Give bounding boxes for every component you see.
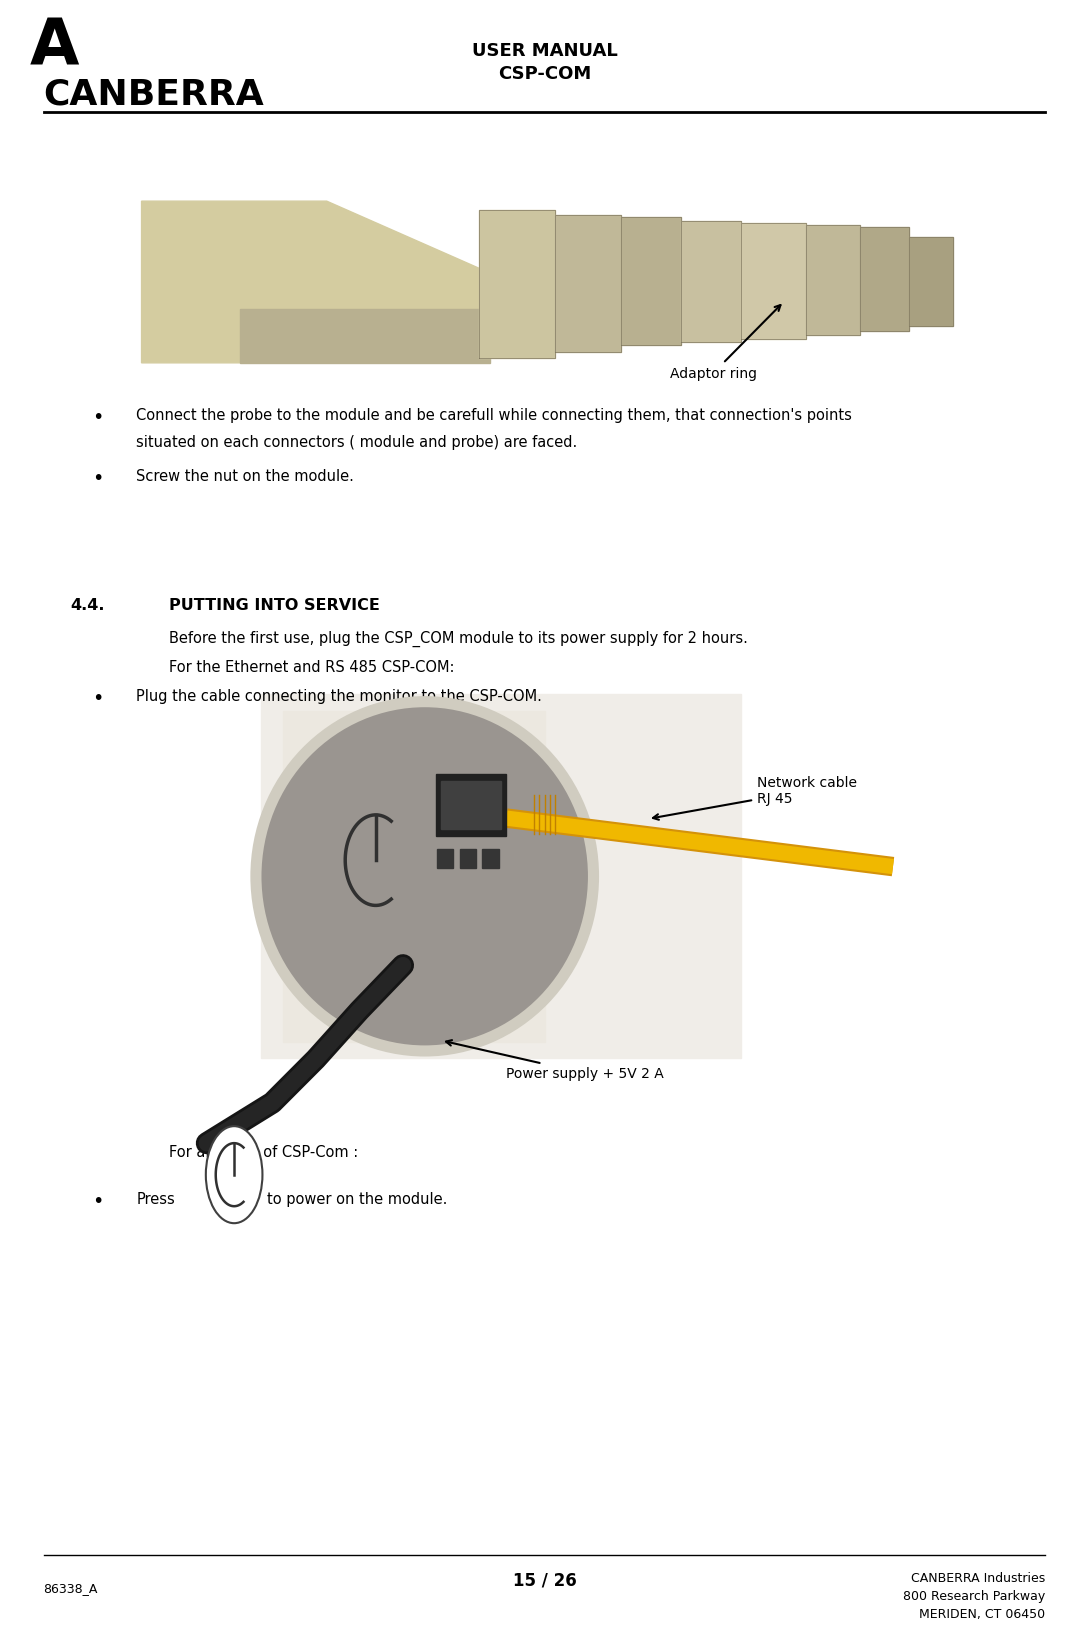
Polygon shape [240, 310, 490, 363]
Text: CSP-COM: CSP-COM [498, 65, 591, 83]
Text: Press: Press [136, 1192, 175, 1206]
Ellipse shape [256, 703, 594, 1051]
Text: CANBERRA Industries
800 Research Parkway
MERIDEN, CT 06450: CANBERRA Industries 800 Research Parkway… [903, 1571, 1045, 1620]
Text: CANBERRA: CANBERRA [44, 78, 265, 111]
Polygon shape [479, 212, 555, 359]
Text: Network cable
RJ 45: Network cable RJ 45 [653, 776, 857, 820]
Polygon shape [621, 218, 681, 346]
Text: For all types of CSP-Com :: For all types of CSP-Com : [169, 1144, 358, 1159]
Polygon shape [283, 711, 544, 1043]
Text: Plug the cable connecting the monitor to the CSP-COM.: Plug the cable connecting the monitor to… [136, 688, 542, 704]
Polygon shape [909, 238, 953, 326]
Text: A: A [29, 16, 79, 78]
Text: to power on the module.: to power on the module. [267, 1192, 448, 1206]
Polygon shape [436, 774, 506, 836]
Text: •: • [93, 1192, 103, 1209]
Polygon shape [261, 694, 741, 1058]
Ellipse shape [206, 1126, 262, 1224]
Text: 86338_A: 86338_A [44, 1581, 98, 1594]
Text: Adaptor ring: Adaptor ring [670, 306, 781, 381]
Text: situated on each connectors ( module and probe) are faced.: situated on each connectors ( module and… [136, 435, 577, 450]
Text: USER MANUAL: USER MANUAL [472, 42, 617, 60]
Polygon shape [142, 202, 490, 363]
Text: Screw the nut on the module.: Screw the nut on the module. [136, 469, 354, 484]
FancyBboxPatch shape [109, 194, 980, 372]
Polygon shape [806, 227, 860, 336]
Polygon shape [860, 228, 909, 331]
Polygon shape [441, 781, 501, 830]
Text: •: • [93, 469, 103, 487]
Text: 4.4.: 4.4. [71, 598, 106, 613]
Polygon shape [437, 849, 453, 869]
Text: PUTTING INTO SERVICE: PUTTING INTO SERVICE [169, 598, 380, 613]
Text: For the Ethernet and RS 485 CSP-COM:: For the Ethernet and RS 485 CSP-COM: [169, 660, 454, 675]
Polygon shape [681, 222, 741, 342]
Text: Power supply + 5V 2 A: Power supply + 5V 2 A [446, 1040, 664, 1081]
Text: 15 / 26: 15 / 26 [513, 1571, 576, 1589]
Polygon shape [741, 223, 806, 339]
Text: •: • [93, 408, 103, 427]
Text: Before the first use, plug the CSP_COM module to its power supply for 2 hours.: Before the first use, plug the CSP_COM m… [169, 631, 748, 647]
Polygon shape [482, 849, 499, 869]
Polygon shape [555, 215, 621, 352]
Text: Connect the probe to the module and be carefull while connecting them, that conn: Connect the probe to the module and be c… [136, 408, 852, 422]
Polygon shape [460, 849, 476, 869]
Text: •: • [93, 688, 103, 707]
